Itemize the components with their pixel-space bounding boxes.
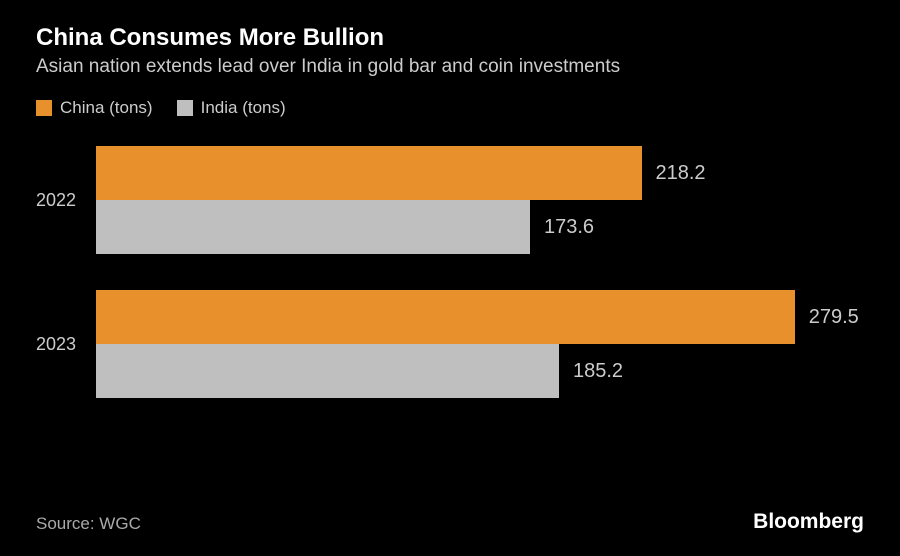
bar-value: 218.2 [656,162,706,185]
chart-title: China Consumes More Bullion [36,24,864,52]
year-group-2023: 2023 279.5 185.2 [36,290,864,398]
bar-row-india: 185.2 [96,344,864,398]
legend-swatch [36,100,52,116]
bar-row-india: 173.6 [96,200,864,254]
bar-stack: 218.2 173.6 [96,146,864,254]
legend: China (tons) India (tons) [36,98,864,118]
bar [96,146,642,200]
bar-row-china: 218.2 [96,146,864,200]
chart-subtitle: Asian nation extends lead over India in … [36,56,864,78]
bar [96,290,795,344]
source-label: Source: WGC [36,514,141,534]
bar-value: 173.6 [544,216,594,239]
legend-label: China (tons) [60,98,153,118]
footer: Source: WGC Bloomberg [36,510,864,534]
brand-label: Bloomberg [753,510,864,534]
bar [96,344,559,398]
year-group-2022: 2022 218.2 173.6 [36,146,864,254]
bar-value: 279.5 [809,306,859,329]
legend-item-india: India (tons) [177,98,286,118]
legend-item-china: China (tons) [36,98,153,118]
bar-value: 185.2 [573,360,623,383]
chart-area: 2022 218.2 173.6 2023 279.5 185.2 [36,146,864,466]
bar [96,200,530,254]
year-label: 2022 [36,190,96,211]
bar-row-china: 279.5 [96,290,864,344]
bar-stack: 279.5 185.2 [96,290,864,398]
legend-label: India (tons) [201,98,286,118]
legend-swatch [177,100,193,116]
year-label: 2023 [36,334,96,355]
